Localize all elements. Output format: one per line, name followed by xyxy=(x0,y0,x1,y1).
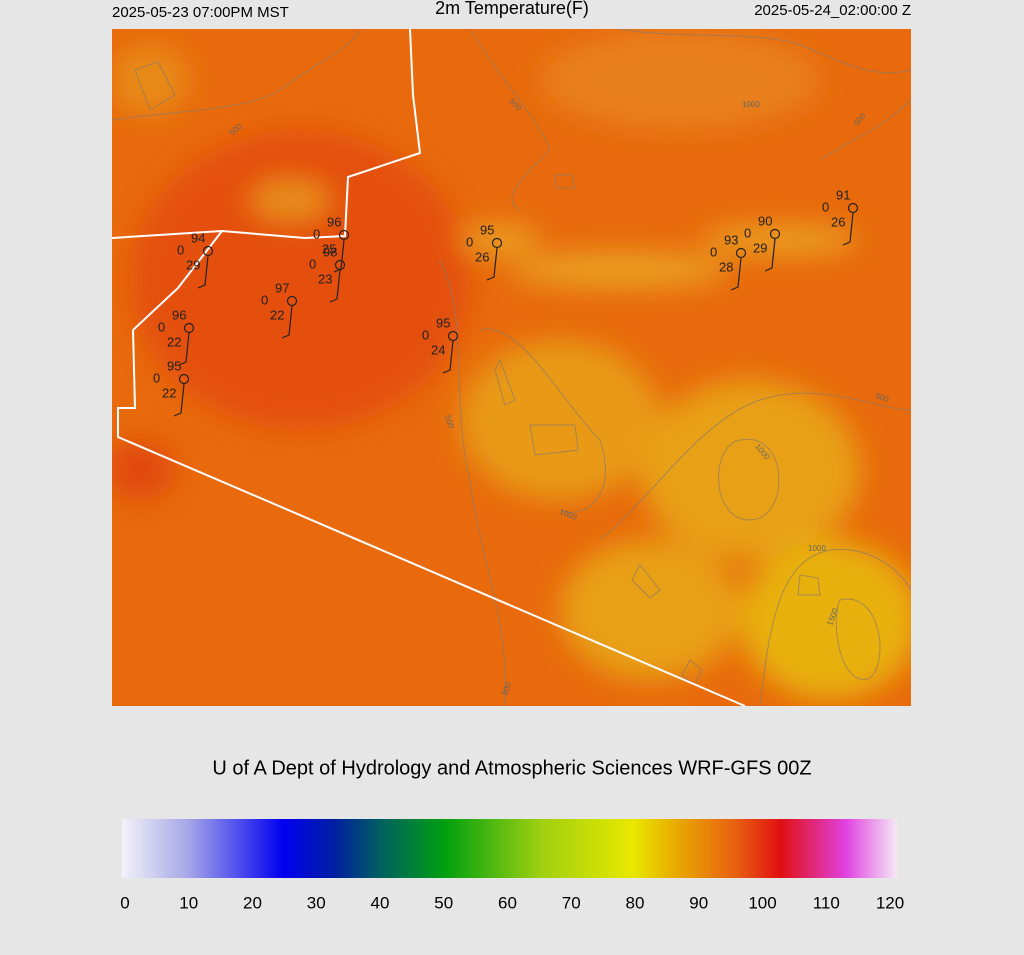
station-flag: 0 xyxy=(309,256,316,271)
contour-label: 1000 xyxy=(742,100,760,109)
station-flag: 0 xyxy=(822,199,829,214)
station-temperature: 94 xyxy=(191,230,205,245)
wind-barb xyxy=(281,305,293,339)
station-dewpoint: 26 xyxy=(831,214,845,229)
station-circle xyxy=(178,373,190,385)
station-temperature: 96 xyxy=(327,214,341,229)
station-plots: 9402996025980239702296022950229502695024… xyxy=(153,187,859,417)
station-circle xyxy=(202,245,214,257)
valid-local-time: 2025-05-23 07:00PM MST xyxy=(112,4,289,21)
station-dewpoint: 24 xyxy=(431,342,445,357)
station-circle xyxy=(447,330,459,342)
wind-barb xyxy=(842,212,854,246)
station-circle xyxy=(183,322,195,334)
station-flag: 0 xyxy=(261,292,268,307)
wind-barb xyxy=(442,340,454,374)
station: 91 026 xyxy=(822,187,859,246)
station-temperature: 95 xyxy=(480,222,494,237)
station-flag: 0 xyxy=(177,242,184,257)
station-circle xyxy=(491,237,503,249)
colorbar-tick-label: 110 xyxy=(813,893,840,912)
station-dewpoint: 29 xyxy=(753,240,767,255)
station: 96 022 xyxy=(158,307,195,366)
colorbar-tick-label: 90 xyxy=(689,893,708,912)
colorbar-tick-label: 60 xyxy=(498,893,517,912)
contour-label: 1000 xyxy=(808,544,826,553)
valid-utc-time: 2025-05-24_02:00:00 Z xyxy=(754,2,911,19)
station-temperature: 93 xyxy=(724,232,738,247)
station-temperature: 98 xyxy=(323,244,337,259)
contour-label: 500 xyxy=(500,681,513,697)
map xyxy=(112,29,911,706)
station: 90 029 xyxy=(744,213,781,272)
contour-label: 500 xyxy=(874,391,890,404)
station-circle xyxy=(847,202,859,214)
station: 93 028 xyxy=(710,232,747,291)
colorbar xyxy=(122,819,897,878)
station-temperature: 97 xyxy=(275,280,289,295)
colorbar-tick-label: 20 xyxy=(243,893,262,912)
wind-barb xyxy=(329,269,341,303)
wind-barb xyxy=(197,255,209,289)
station-temperature: 96 xyxy=(172,307,186,322)
station-dewpoint: 29 xyxy=(186,257,200,272)
station-temperature: 90 xyxy=(758,213,772,228)
station-temperature: 95 xyxy=(167,358,181,373)
station: 95 022 xyxy=(153,358,190,417)
station-circle xyxy=(338,229,350,241)
colorbar-tick-label: 40 xyxy=(371,893,390,912)
station-circle xyxy=(735,247,747,259)
colorbar-tick-label: 50 xyxy=(434,893,453,912)
wind-barb xyxy=(486,247,498,281)
station-dewpoint: 25 xyxy=(322,241,336,256)
station: 95 024 xyxy=(422,315,459,374)
station-flag: 0 xyxy=(422,327,429,342)
colorbar-ticks: 0 10 20 30 40 50 60 70 80 90 100 110 120 xyxy=(120,893,904,912)
station-dewpoint: 22 xyxy=(162,385,176,400)
station: 97 022 xyxy=(261,280,298,339)
station-dewpoint: 23 xyxy=(318,271,332,286)
station-flag: 0 xyxy=(466,234,473,249)
colorbar-tick-label: 100 xyxy=(748,893,776,912)
station: 94 029 xyxy=(177,230,214,289)
wind-barb xyxy=(178,332,190,366)
station-flag: 0 xyxy=(710,244,717,259)
station-dewpoint: 28 xyxy=(719,259,733,274)
station-circle xyxy=(286,295,298,307)
colorbar-tick-label: 120 xyxy=(876,893,904,912)
wind-barb xyxy=(730,257,742,291)
station-flag: 0 xyxy=(313,226,320,241)
colorbar-tick-label: 70 xyxy=(562,893,581,912)
wind-barb xyxy=(173,383,185,417)
colorbar-tick-label: 10 xyxy=(179,893,198,912)
footer-credit: U of A Dept of Hydrology and Atmospheric… xyxy=(212,757,811,779)
station-temperature: 91 xyxy=(836,187,850,202)
wind-barb xyxy=(764,238,776,272)
station: 95 026 xyxy=(466,222,503,281)
colorbar-tick-label: 0 xyxy=(120,893,129,912)
colorbar-tick-label: 30 xyxy=(307,893,326,912)
station-circle xyxy=(769,228,781,240)
station: 98 023 xyxy=(309,244,346,303)
contour-label: 500 xyxy=(443,414,456,430)
colorbar-tick-label: 80 xyxy=(626,893,645,912)
map-title: 2m Temperature(F) xyxy=(435,0,589,18)
station-dewpoint: 22 xyxy=(167,334,181,349)
station-dewpoint: 26 xyxy=(475,249,489,264)
station-circle xyxy=(334,259,346,271)
station-temperature: 95 xyxy=(436,315,450,330)
station: 96 025 xyxy=(313,214,350,273)
station-dewpoint: 22 xyxy=(270,307,284,322)
station-flag: 0 xyxy=(744,225,751,240)
station-flag: 0 xyxy=(158,319,165,334)
station-flag: 0 xyxy=(153,370,160,385)
